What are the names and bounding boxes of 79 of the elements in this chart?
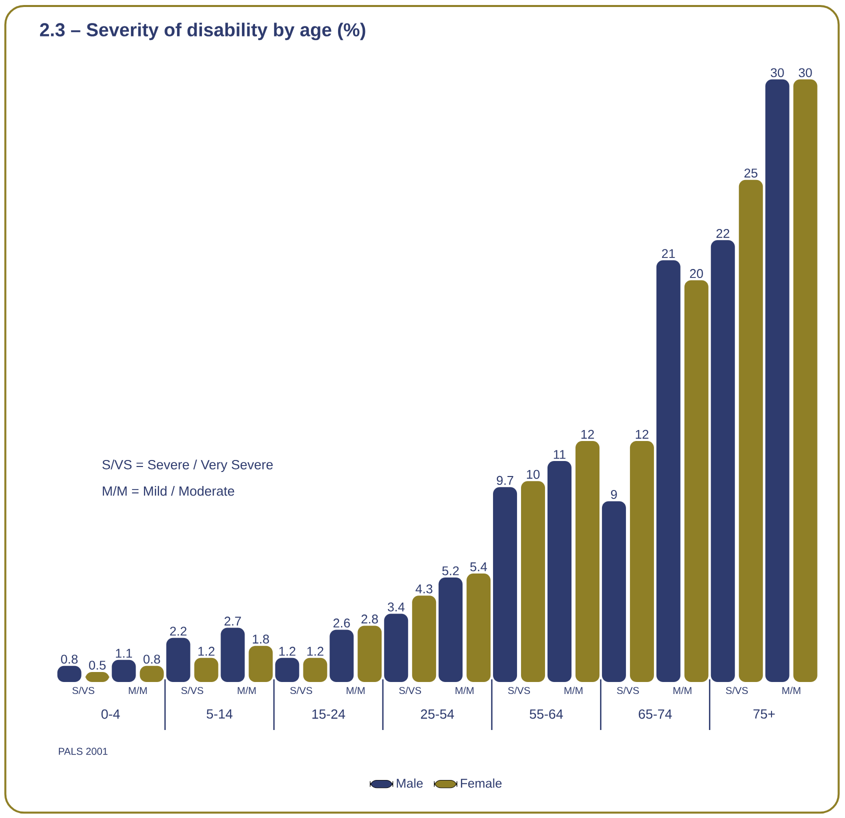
bar bbox=[384, 614, 408, 682]
data-label: 2.6 bbox=[333, 618, 350, 628]
data-label: 5.2 bbox=[442, 566, 459, 576]
data-label: 30 bbox=[770, 68, 784, 78]
data-label: 9 bbox=[611, 490, 617, 499]
x-tick-label: M/M bbox=[782, 686, 800, 694]
data-label: 2.2 bbox=[170, 626, 186, 636]
bar bbox=[738, 180, 763, 682]
data-label: 22 bbox=[716, 229, 730, 238]
annotation: M/M = Mild / Moderate bbox=[102, 486, 234, 496]
text: 15-24 bbox=[312, 709, 346, 719]
data-label: 4.3 bbox=[416, 584, 432, 594]
x-tick-label: M/M bbox=[238, 686, 256, 694]
bar bbox=[521, 481, 546, 682]
text: PALS 2001 bbox=[58, 748, 108, 755]
bar bbox=[765, 79, 790, 682]
x-tick-label: M/M bbox=[674, 686, 692, 694]
x-tick-label: S/VS bbox=[72, 686, 94, 694]
bar bbox=[303, 658, 328, 682]
data-label: 11 bbox=[554, 450, 566, 459]
x-tick-label: S/VS bbox=[508, 686, 530, 694]
bar bbox=[710, 240, 735, 682]
data-label: 0.8 bbox=[61, 654, 78, 664]
data-label: 10 bbox=[526, 470, 540, 479]
text: 65-74 bbox=[638, 709, 672, 719]
bar bbox=[412, 596, 436, 682]
data-label: 1.1 bbox=[116, 648, 132, 658]
bar bbox=[438, 578, 463, 682]
bar bbox=[275, 658, 300, 682]
data-label: 5.4 bbox=[470, 562, 487, 572]
chart-title: 2.3 – Severity of disability by age (%) bbox=[40, 22, 366, 40]
data-label: 0.8 bbox=[144, 654, 160, 664]
data-label: 1.2 bbox=[279, 646, 296, 656]
text: 0-4 bbox=[101, 709, 120, 719]
data-label: 21 bbox=[662, 249, 675, 258]
bar bbox=[630, 440, 654, 682]
data-label: 12 bbox=[636, 430, 648, 439]
data-label: 1.2 bbox=[307, 646, 324, 656]
bar bbox=[575, 440, 600, 682]
legend-label: Female bbox=[460, 778, 502, 788]
text: 55-64 bbox=[530, 709, 563, 719]
bar bbox=[684, 280, 708, 682]
data-label: 2.8 bbox=[361, 614, 378, 624]
bar bbox=[194, 658, 218, 682]
bar bbox=[547, 461, 572, 682]
bar bbox=[466, 574, 491, 682]
text: 5-14 bbox=[206, 709, 232, 719]
bar bbox=[656, 260, 680, 682]
x-tick-label: M/M bbox=[456, 686, 474, 694]
data-label: 2.7 bbox=[224, 616, 241, 626]
data-label: 9.7 bbox=[496, 476, 514, 485]
x-tick-label: S/VS bbox=[617, 686, 639, 694]
bar bbox=[166, 638, 190, 682]
bar bbox=[793, 79, 818, 682]
data-label: 12 bbox=[581, 430, 594, 439]
bar bbox=[358, 626, 382, 682]
x-tick-label: S/VS bbox=[181, 686, 204, 694]
x-tick-label: M/M bbox=[564, 686, 582, 694]
x-tick-label: M/M bbox=[346, 686, 365, 694]
bar bbox=[602, 501, 626, 682]
data-label: 30 bbox=[798, 68, 812, 78]
x-tick-label: M/M bbox=[128, 686, 147, 694]
x-tick-label: S/VS bbox=[399, 686, 422, 694]
data-label: 25 bbox=[744, 168, 758, 178]
bar bbox=[248, 646, 273, 682]
x-tick-label: S/VS bbox=[290, 686, 312, 694]
legend-label: Male bbox=[396, 778, 423, 788]
data-label: 1.2 bbox=[198, 646, 214, 656]
bar bbox=[330, 630, 354, 682]
x-tick-label: S/VS bbox=[726, 686, 748, 694]
text: 25-54 bbox=[420, 709, 454, 719]
text: 75+ bbox=[753, 709, 775, 719]
data-label: 1.8 bbox=[252, 634, 269, 644]
data-label: 3.4 bbox=[388, 602, 405, 612]
data-label: 0.5 bbox=[89, 660, 106, 670]
bar bbox=[220, 628, 245, 682]
bar bbox=[493, 487, 518, 682]
annotation: S/VS = Severe / Very Severe bbox=[102, 460, 273, 472]
data-label: 20 bbox=[690, 269, 703, 278]
